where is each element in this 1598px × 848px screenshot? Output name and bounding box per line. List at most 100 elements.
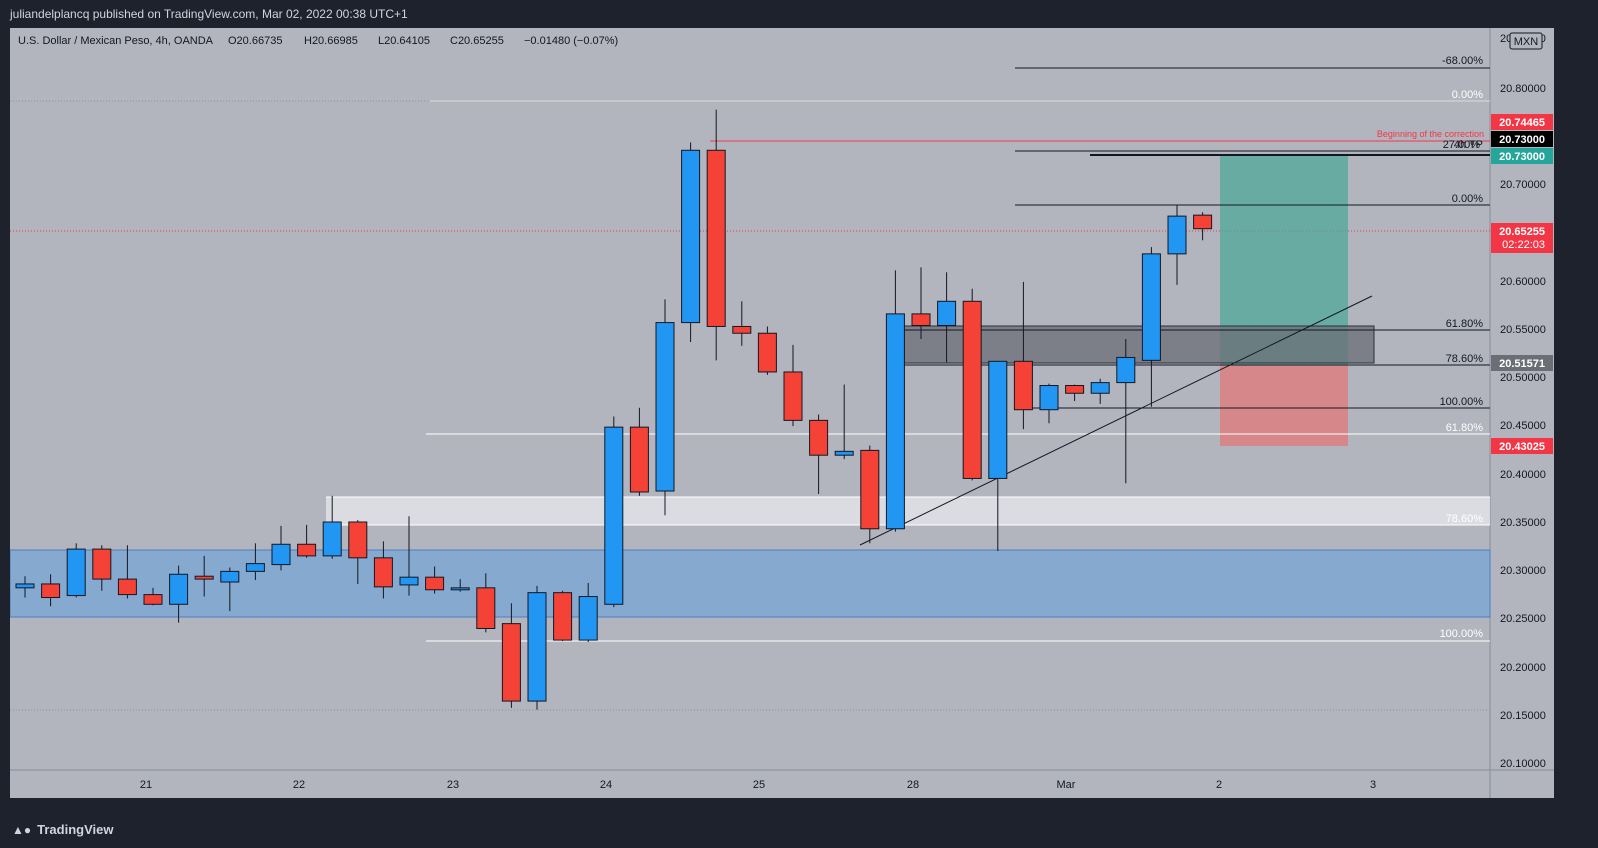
- price-tick: 20.40000: [1500, 469, 1546, 481]
- currency-badge[interactable]: [1509, 32, 1543, 50]
- legend-change: −0.01480 (−0.07%): [524, 35, 618, 47]
- candle-up[interactable]: [988, 360, 1008, 479]
- price-tick: 20.45000: [1500, 420, 1546, 432]
- candle-up[interactable]: [681, 149, 701, 324]
- time-tick: 28: [907, 779, 919, 791]
- price-tag-current: [1491, 223, 1553, 253]
- right-edge: [1554, 28, 1588, 814]
- supply-zone-light[interactable]: [326, 497, 1490, 525]
- candle-down[interactable]: [629, 426, 649, 493]
- candle-down[interactable]: [194, 575, 214, 580]
- candle-down[interactable]: [706, 149, 726, 327]
- price-tag-zone-text: 20.51571: [1499, 358, 1545, 370]
- legend-open: O20.66735: [228, 35, 282, 47]
- legend-symbol: U.S. Dollar / Mexican Peso, 4h, OANDA: [18, 35, 214, 47]
- tradingview-brand[interactable]: ▲● TradingView: [12, 822, 113, 837]
- fib-label-overlap: 4h TP: [1454, 139, 1483, 151]
- candle-up[interactable]: [1039, 385, 1059, 411]
- fib-label-786-low: 78.60%: [1446, 513, 1484, 525]
- candle-up[interactable]: [399, 576, 419, 586]
- time-tick: 2: [1216, 779, 1222, 791]
- price-tick: 20.30000: [1500, 565, 1546, 577]
- price-tick: 20.50000: [1500, 372, 1546, 384]
- price-tag-stop: [1491, 438, 1553, 454]
- time-tick: 22: [293, 779, 305, 791]
- candle-down[interactable]: [373, 557, 393, 588]
- candle-down[interactable]: [92, 548, 112, 580]
- time-tick: 21: [140, 779, 152, 791]
- demand-zone[interactable]: [10, 549, 1491, 618]
- legend-close: C20.65255: [450, 35, 504, 47]
- fib-label-top-zero: 0.00%: [1452, 89, 1483, 101]
- candle-down[interactable]: [783, 371, 803, 421]
- candle-up[interactable]: [527, 592, 547, 702]
- candle-up[interactable]: [1116, 356, 1136, 384]
- candle-down[interactable]: [553, 592, 573, 641]
- candle-down[interactable]: [348, 521, 368, 559]
- price-tag-black: [1491, 131, 1553, 147]
- candle-up[interactable]: [885, 313, 905, 530]
- fib-label-786-mid: 78.60%: [1446, 353, 1484, 365]
- candle-up[interactable]: [322, 521, 342, 557]
- fib-label-mid-zero: 0.00%: [1452, 193, 1483, 205]
- candle-up[interactable]: [937, 300, 957, 326]
- candle-up[interactable]: [450, 587, 470, 591]
- candle-down[interactable]: [143, 594, 163, 605]
- candle-up[interactable]: [245, 563, 265, 572]
- candle-up[interactable]: [578, 596, 598, 641]
- candle-up[interactable]: [15, 583, 35, 589]
- brand-label: TradingView: [37, 822, 114, 837]
- fib-label-100-mid: 100.00%: [1440, 396, 1484, 408]
- candle-up[interactable]: [655, 322, 675, 492]
- price-axis-ticks: 20.85000 20.80000 20.70000 20.60000 20.5…: [1500, 33, 1546, 770]
- price-tag-countdown: 02:22:03: [1502, 239, 1545, 251]
- time-tick: 25: [753, 779, 765, 791]
- price-tag-black-text: 20.73000: [1499, 134, 1545, 146]
- price-tag-stop-text: 20.43025: [1499, 441, 1545, 453]
- time-axis[interactable]: [10, 770, 1490, 798]
- candle-down[interactable]: [809, 419, 829, 456]
- tradingview-logo-icon: ▲●: [12, 823, 32, 837]
- price-tag-red: [1491, 114, 1553, 130]
- candle-up[interactable]: [271, 543, 291, 566]
- footer-bar: ▲● TradingView: [0, 814, 1598, 848]
- candle-up[interactable]: [1167, 215, 1187, 255]
- candle-down[interactable]: [732, 325, 752, 334]
- price-tick: 20.55000: [1500, 324, 1546, 336]
- candle-down[interactable]: [757, 332, 777, 373]
- candle-down[interactable]: [41, 583, 61, 599]
- candle-up[interactable]: [220, 570, 240, 583]
- candle-up[interactable]: [834, 450, 854, 456]
- time-tick: 3: [1370, 779, 1376, 791]
- candle-down[interactable]: [476, 587, 496, 629]
- trend-line[interactable]: [859, 295, 1373, 546]
- publisher-bar: juliandelplancq published on TradingView…: [0, 0, 1598, 28]
- candle-up[interactable]: [66, 548, 86, 597]
- correction-label: Beginning of the correction: [1377, 129, 1484, 139]
- chart-canvas[interactable]: U.S. Dollar / Mexican Peso, 4h, OANDA O2…: [10, 28, 1588, 814]
- candle-down[interactable]: [1193, 214, 1213, 230]
- candle-up[interactable]: [1090, 382, 1110, 394]
- candle-down[interactable]: [962, 300, 982, 479]
- price-tag-green-text: 20.73000: [1499, 151, 1545, 163]
- candle-up[interactable]: [169, 573, 189, 605]
- price-tick: 20.35000: [1500, 517, 1546, 529]
- candle-down[interactable]: [1013, 360, 1033, 411]
- time-axis-ticks: 21 22 23 24 25 28 Mar 2 3: [140, 779, 1376, 791]
- fib-label-minus68: -68.00%: [1442, 55, 1483, 67]
- axis-corner: [1490, 770, 1554, 798]
- stop-loss-zone[interactable]: [1220, 365, 1348, 446]
- currency-badge-label: MXN: [1514, 36, 1539, 48]
- fib-label-overlap-2: 27.00%: [1443, 139, 1481, 151]
- candle-down[interactable]: [911, 313, 931, 326]
- legend-high: H20.66985: [304, 35, 358, 47]
- candle-up[interactable]: [1141, 253, 1161, 361]
- candle-down[interactable]: [297, 543, 317, 557]
- candle-down[interactable]: [501, 623, 521, 702]
- candle-down[interactable]: [425, 576, 445, 591]
- candle-down[interactable]: [1065, 385, 1085, 394]
- candle-down[interactable]: [117, 578, 137, 596]
- candle-up[interactable]: [604, 426, 624, 605]
- candle-down[interactable]: [860, 449, 880, 530]
- time-tick: 24: [600, 779, 612, 791]
